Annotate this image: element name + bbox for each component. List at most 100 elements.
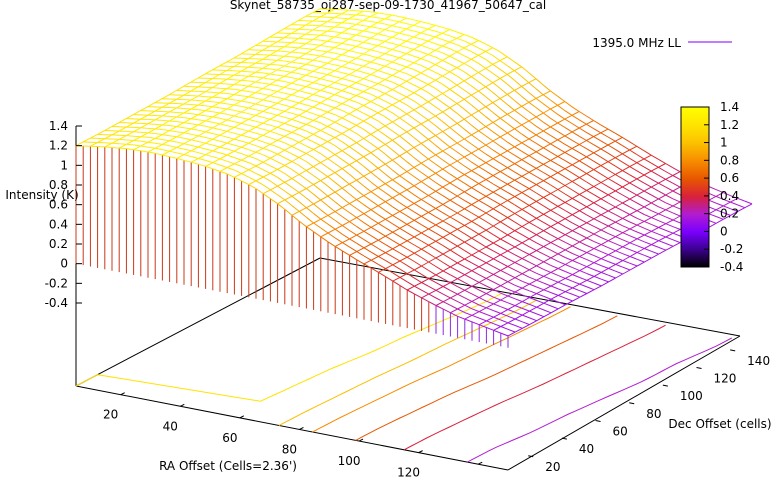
surface-mesh-line <box>320 55 328 58</box>
surface-mesh-line <box>428 278 437 284</box>
surface-mesh-line <box>543 268 552 273</box>
surface-mesh-line <box>550 168 559 174</box>
surface-mesh-line <box>205 125 213 129</box>
surface-mesh-line <box>327 205 336 212</box>
surface-mesh-line <box>478 199 487 206</box>
surface-mesh-line <box>428 244 437 251</box>
surface-mesh-line <box>579 263 587 268</box>
surface-mesh-line <box>190 95 199 101</box>
surface-mesh-line <box>392 179 400 186</box>
surface-mesh-line <box>276 37 285 43</box>
surface-mesh-line <box>392 264 401 270</box>
surface-mesh-line <box>406 88 415 94</box>
surface-mesh-line <box>543 230 552 236</box>
surface-mesh-line <box>629 166 638 172</box>
surface-mesh-line <box>212 116 220 119</box>
surface-mesh-line <box>521 192 530 198</box>
surface-mesh-line <box>147 151 156 154</box>
surface-mesh-line <box>305 29 314 35</box>
surface-mesh-line <box>442 102 451 109</box>
surface-mesh-line <box>522 307 530 312</box>
surface-mesh-line <box>471 67 479 73</box>
surface-mesh-line <box>492 77 501 84</box>
surface-mesh-line <box>658 240 667 244</box>
surface-mesh-line <box>277 168 285 174</box>
surface-mesh-line <box>550 134 558 141</box>
surface-mesh-line <box>550 172 559 178</box>
surface-mesh-line <box>147 146 156 149</box>
surface-mesh-line <box>607 128 616 134</box>
surface-mesh-line <box>442 67 450 73</box>
surface-mesh-line <box>147 132 156 134</box>
surface-mesh-line <box>385 159 393 165</box>
surface-mesh-line <box>255 86 263 89</box>
surface-mesh-line <box>522 301 530 305</box>
surface-mesh-line <box>384 35 393 38</box>
surface-mesh-line <box>557 101 566 106</box>
surface-mesh-line <box>277 79 285 82</box>
surface-mesh-line <box>601 281 609 287</box>
surface-mesh-line <box>464 318 473 323</box>
surface-mesh-line <box>535 159 544 165</box>
surface-mesh-line <box>507 291 516 297</box>
surface-mesh-line <box>478 195 487 201</box>
surface-mesh-line <box>565 297 573 302</box>
surface-mesh-line <box>385 268 394 274</box>
surface-mesh-line <box>306 179 314 185</box>
surface-mesh-line <box>478 67 486 73</box>
surface-mesh-line <box>269 139 278 145</box>
surface-mesh-line <box>291 56 299 59</box>
surface-mesh-line <box>600 206 609 212</box>
surface-mesh-line <box>233 100 242 106</box>
surface-mesh-line <box>169 136 177 142</box>
surface-mesh-line <box>334 114 343 119</box>
surface-mesh-line <box>413 36 422 40</box>
surface-mesh-line <box>579 202 587 208</box>
surface-mesh-line <box>565 271 573 276</box>
surface-mesh-line <box>133 149 141 152</box>
surface-mesh-line <box>212 123 221 129</box>
surface-mesh-line <box>284 164 293 170</box>
surface-mesh-line <box>528 213 537 219</box>
surface-mesh-line <box>442 199 451 205</box>
surface-mesh-line <box>334 181 343 189</box>
surface-mesh-line <box>615 202 623 208</box>
surface-mesh-line <box>284 94 292 100</box>
surface-mesh-line <box>363 47 371 51</box>
surface-mesh-line <box>492 183 501 189</box>
surface-mesh-line <box>248 85 256 88</box>
surface-mesh-line <box>233 84 242 86</box>
surface-mesh-line <box>435 56 443 61</box>
surface-mesh-line <box>528 221 537 227</box>
surface-mesh-line <box>708 209 717 215</box>
surface-mesh-line <box>536 200 544 207</box>
surface-mesh-line <box>478 179 487 185</box>
surface-mesh-line <box>241 89 249 92</box>
surface-mesh-line <box>291 127 300 133</box>
surface-mesh-line <box>435 75 443 81</box>
surface-mesh-line <box>514 70 522 77</box>
surface-mesh-line <box>406 248 415 254</box>
surface-mesh-line <box>205 150 213 156</box>
surface-mesh-line <box>442 26 450 30</box>
surface-mesh-line <box>529 293 537 299</box>
surface-mesh-line <box>478 81 486 88</box>
surface-mesh-line <box>572 253 580 258</box>
surface-mesh-line <box>320 122 328 127</box>
surface-mesh-line <box>277 55 285 57</box>
surface-mesh-line <box>464 289 473 295</box>
surface-mesh-line <box>126 140 134 145</box>
surface-mesh-line <box>391 14 400 17</box>
surface-mesh-line <box>421 244 429 250</box>
surface-mesh-line <box>392 188 400 195</box>
surface-mesh-line <box>665 205 674 211</box>
surface-mesh-line <box>356 217 365 224</box>
surface-mesh-line <box>435 207 444 214</box>
surface-mesh-line <box>464 174 472 180</box>
surface-mesh-line <box>672 198 681 203</box>
surface-mesh-line <box>435 111 443 117</box>
surface-mesh-line <box>413 236 422 242</box>
surface-mesh-line <box>479 324 487 328</box>
surface-mesh-line <box>378 263 386 270</box>
surface-mesh-line <box>486 313 494 318</box>
